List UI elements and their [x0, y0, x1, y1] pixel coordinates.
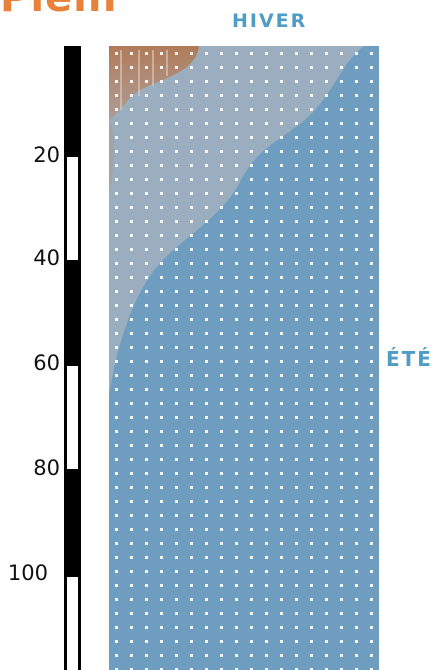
- ruler-black-segment: [67, 260, 78, 366]
- summer-label: ÉTÉ: [386, 347, 433, 371]
- depth-tick-label: 80: [33, 456, 60, 480]
- ruler-black-segment: [67, 49, 78, 157]
- water-column: [109, 46, 379, 670]
- page-title-fragment: Plein: [0, 0, 117, 18]
- depth-ruler: [64, 46, 81, 670]
- dot-grid: [109, 46, 379, 670]
- depth-tick-label: 60: [33, 351, 60, 375]
- water-column-svg: [109, 46, 379, 670]
- depth-tick-label: 20: [33, 143, 60, 167]
- ruler-black-segment: [67, 469, 78, 577]
- depth-tick-label: 40: [33, 246, 60, 270]
- depth-tick-label: 100: [7, 561, 48, 585]
- winter-label: HIVER: [232, 10, 308, 32]
